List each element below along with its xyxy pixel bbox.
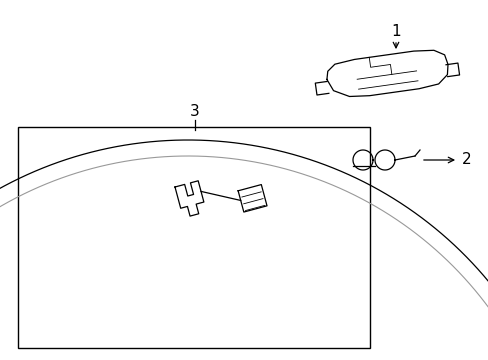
Text: 1: 1 bbox=[390, 24, 400, 40]
Bar bbox=[18, 127, 369, 348]
Text: 3: 3 bbox=[190, 104, 200, 120]
Text: 2: 2 bbox=[461, 153, 470, 167]
